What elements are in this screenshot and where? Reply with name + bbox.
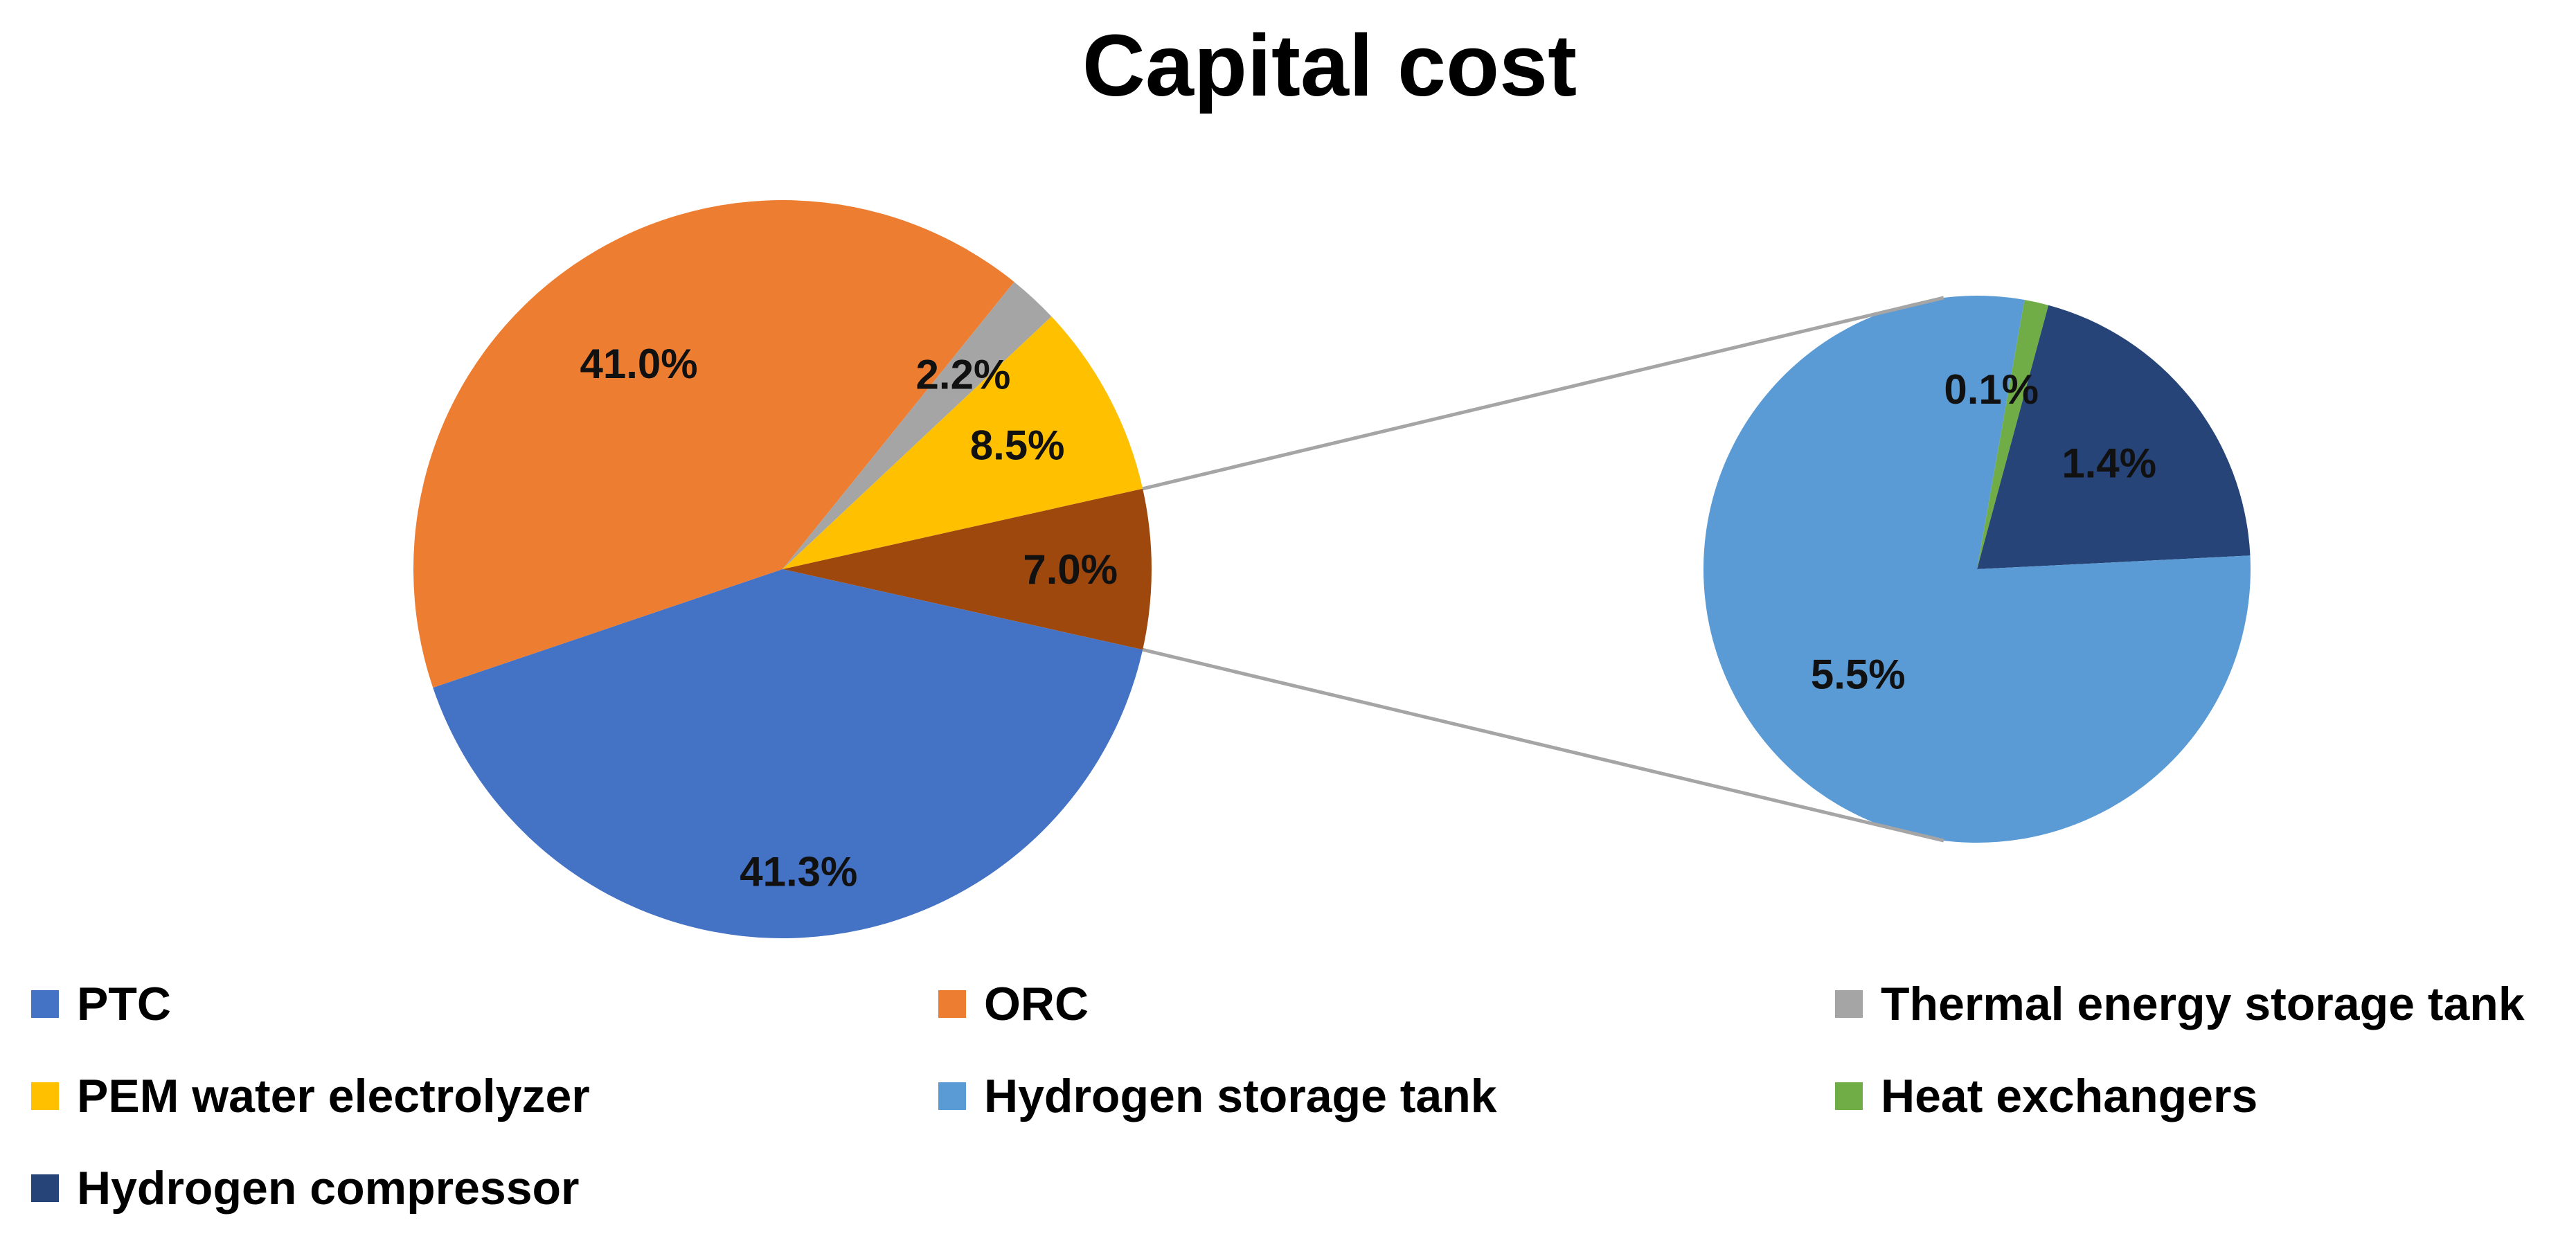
legend-item-orc: ORC	[938, 973, 1089, 1035]
main-pie	[413, 200, 1152, 938]
legend-label: Hydrogen storage tank	[984, 1070, 1497, 1122]
legend-swatch	[31, 1082, 59, 1110]
legend-swatch	[938, 1082, 966, 1110]
main-slice-other	[782, 488, 1152, 650]
legend-item-thermal-energy-storage-tank: Thermal energy storage tank	[1835, 973, 2525, 1035]
data-label-pem-water-electrolyzer: 8.5%	[970, 422, 1065, 468]
main-slice-thermal-energy-storage-tank	[782, 282, 1052, 569]
chart-title: Capital cost	[1082, 17, 1577, 114]
legend-swatch	[31, 1174, 59, 1202]
main-slice-pem-water-electrolyzer	[782, 316, 1143, 569]
legend-swatch	[31, 990, 59, 1018]
secondary-slice-hydrogen-storage-tank	[1703, 295, 2251, 843]
data-label-ptc: 41.3%	[740, 848, 857, 895]
legend-item-hydrogen-compressor: Hydrogen compressor	[31, 1157, 580, 1219]
secondary-slice-hydrogen-compressor	[1977, 305, 2251, 569]
legend-label: PEM water electrolyzer	[77, 1070, 590, 1122]
legend-item-hydrogen-storage-tank: Hydrogen storage tank	[938, 1065, 1497, 1127]
data-label-orc: 41.0%	[580, 341, 697, 387]
legend-swatch	[938, 990, 966, 1018]
data-label-other: 7.0%	[1023, 546, 1118, 593]
data-labels: 41.3% 41.0% 2.2% 8.5% 7.0% 5.5% 0.1% 1.4%	[580, 341, 2156, 895]
data-label-hydrogen-compressor: 1.4%	[2061, 440, 2156, 486]
legend-item-ptc: PTC	[31, 973, 171, 1035]
legend: PTC ORC Thermal energy storage tank PEM wat…	[0, 966, 2576, 1243]
legend-label: Heat exchangers	[1881, 1070, 2258, 1122]
legend-item-heat-exchangers: Heat exchangers	[1835, 1065, 2257, 1127]
data-label-thermal-energy-storage-tank: 2.2%	[916, 352, 1011, 398]
legend-item-pem-water-electrolyzer: PEM water electrolyzer	[31, 1065, 590, 1127]
data-label-heat-exchangers: 0.1%	[1944, 366, 2039, 413]
secondary-slice-heat-exchangers	[1977, 300, 2049, 569]
legend-swatch	[1835, 990, 1863, 1018]
connector-line-bottom	[1142, 647, 1944, 843]
connector-line-top	[1142, 296, 1944, 491]
main-slice-ptc	[433, 569, 1143, 938]
legend-label: ORC	[984, 978, 1089, 1030]
secondary-pie	[1703, 295, 2251, 843]
legend-label: Hydrogen compressor	[77, 1162, 580, 1215]
legend-swatch	[1835, 1082, 1863, 1110]
main-slice-orc	[413, 200, 1014, 688]
pie-connector-lines	[1142, 296, 1944, 843]
legend-label: Thermal energy storage tank	[1881, 978, 2525, 1030]
data-label-hydrogen-storage-tank: 5.5%	[1811, 652, 1906, 698]
legend-label: PTC	[77, 978, 171, 1030]
